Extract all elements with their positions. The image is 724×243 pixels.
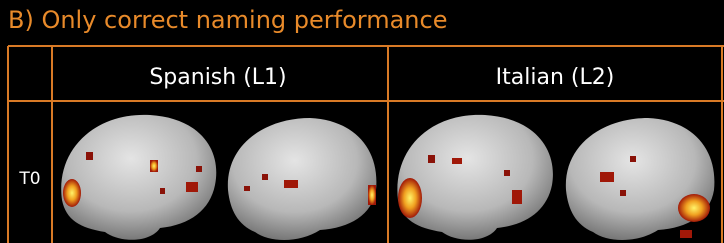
column-header: Spanish (L1): [149, 65, 286, 90]
panel-title: B) Only correct naming performance: [8, 6, 447, 34]
figure-panel: B) Only correct naming performance Spani…: [0, 0, 724, 243]
row-label: T0: [18, 169, 40, 189]
column-header: Italian (L2): [496, 65, 615, 90]
